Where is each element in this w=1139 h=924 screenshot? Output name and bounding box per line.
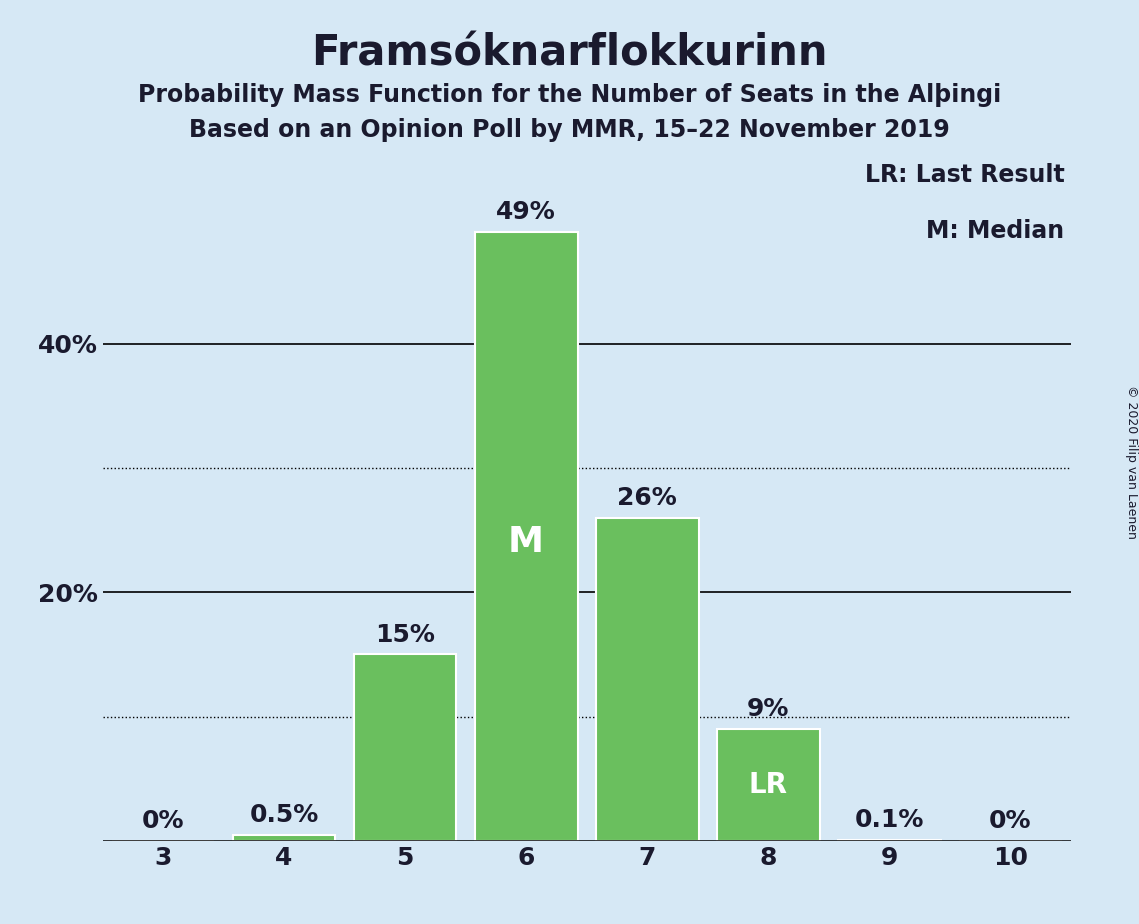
- Text: LR: LR: [748, 771, 787, 799]
- Text: 0.5%: 0.5%: [249, 803, 319, 827]
- Text: 0.1%: 0.1%: [854, 808, 924, 833]
- Text: 9%: 9%: [747, 698, 789, 722]
- Text: 49%: 49%: [497, 201, 556, 225]
- Text: Probability Mass Function for the Number of Seats in the Alþingi: Probability Mass Function for the Number…: [138, 83, 1001, 107]
- Text: Based on an Opinion Poll by MMR, 15–22 November 2019: Based on an Opinion Poll by MMR, 15–22 N…: [189, 118, 950, 142]
- Bar: [353, 654, 457, 841]
- Bar: [596, 517, 698, 841]
- Text: 15%: 15%: [375, 623, 435, 647]
- Bar: [232, 834, 336, 841]
- Text: M: Median: M: Median: [926, 219, 1065, 243]
- Text: M: M: [508, 526, 544, 559]
- Text: © 2020 Filip van Laenen: © 2020 Filip van Laenen: [1124, 385, 1138, 539]
- Text: 0%: 0%: [989, 809, 1032, 833]
- Bar: [475, 232, 577, 841]
- Bar: [837, 840, 941, 841]
- Bar: [716, 729, 820, 841]
- Text: 26%: 26%: [617, 486, 677, 510]
- Text: Framsóknarflokkurinn: Framsóknarflokkurinn: [311, 32, 828, 74]
- Text: LR: Last Result: LR: Last Result: [865, 164, 1065, 188]
- Text: 0%: 0%: [141, 809, 185, 833]
